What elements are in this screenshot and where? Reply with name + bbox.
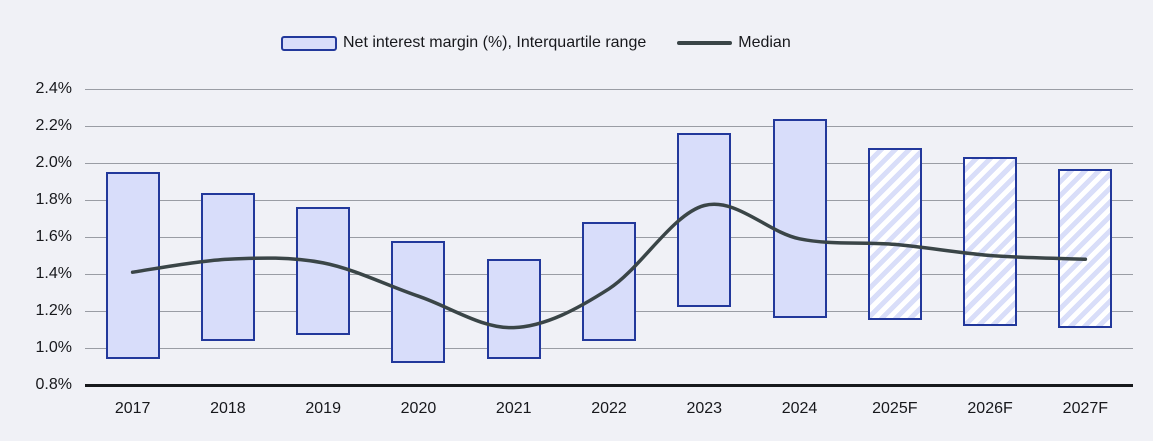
- iqr-bar-2018[interactable]: [200, 192, 255, 341]
- iqr-bar-2027F[interactable]: [1058, 168, 1113, 328]
- x-tick-label-2027F: 2027F: [1062, 400, 1109, 417]
- legend-item-iqr[interactable]: Net interest margin (%), Interquartile r…: [281, 34, 646, 52]
- legend-median-label: Median: [738, 34, 791, 51]
- y-tick-label: 1.0%: [35, 339, 72, 356]
- x-axis-line: [85, 384, 1133, 387]
- x-tick-label-2018: 2018: [210, 400, 246, 417]
- y-tick-label: 0.8%: [35, 376, 72, 393]
- iqr-bar-2023[interactable]: [677, 133, 732, 308]
- iqr-swatch-icon: [281, 35, 337, 51]
- legend-item-median[interactable]: Median: [677, 34, 791, 52]
- legend-iqr-label: Net interest margin (%), Interquartile r…: [343, 34, 647, 51]
- y-tick-label: 1.6%: [35, 228, 72, 245]
- y-tick-label: 2.2%: [35, 117, 72, 134]
- iqr-bar-2024[interactable]: [772, 118, 827, 319]
- iqr-bar-2022[interactable]: [582, 222, 636, 341]
- iqr-bar-2026F[interactable]: [963, 157, 1018, 326]
- x-tick-label-2023: 2023: [686, 400, 723, 417]
- x-tick-label-2017: 2017: [114, 400, 151, 417]
- iqr-bar-2020[interactable]: [391, 240, 446, 363]
- y-tick-label: 2.0%: [35, 154, 72, 171]
- x-tick-label-2025F: 2025F: [872, 400, 918, 417]
- iqr-bar-2019[interactable]: [296, 207, 351, 336]
- y-tick-label: 1.4%: [35, 265, 72, 282]
- x-tick-label-2022: 2022: [591, 400, 627, 417]
- gridline: [85, 126, 1133, 127]
- plot-area: [85, 89, 1133, 385]
- iqr-bar-2017[interactable]: [105, 172, 160, 360]
- chart-legend: Net interest margin (%), Interquartile r…: [281, 31, 791, 55]
- gridline: [85, 200, 1133, 201]
- gridline: [85, 163, 1133, 164]
- median-swatch-icon: [677, 41, 733, 45]
- y-tick-label: 2.4%: [35, 80, 72, 97]
- iqr-bar-2021[interactable]: [486, 259, 541, 360]
- x-tick-label-2024: 2024: [781, 400, 818, 417]
- y-tick-label: 1.8%: [35, 191, 72, 208]
- iqr-bar-2025F[interactable]: [867, 148, 922, 321]
- x-tick-label-2021: 2021: [495, 400, 532, 417]
- y-tick-label: 1.2%: [35, 302, 72, 319]
- gridline: [85, 348, 1133, 349]
- x-tick-label-2020: 2020: [400, 400, 437, 417]
- x-tick-label-2019: 2019: [305, 400, 341, 417]
- gridline: [85, 89, 1133, 90]
- x-tick-label-2026F: 2026F: [967, 400, 1013, 417]
